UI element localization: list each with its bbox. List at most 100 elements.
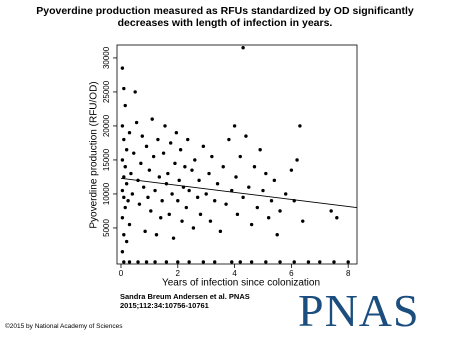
citation: Sandra Breum Andersen et al. PNAS 2015;1…: [120, 292, 250, 310]
point: [232, 124, 237, 128]
point: [238, 260, 242, 264]
point: [127, 260, 132, 264]
point: [166, 171, 170, 176]
point: [235, 212, 240, 217]
point: [234, 175, 238, 179]
point: [164, 260, 169, 264]
point: [255, 205, 260, 210]
point: [215, 182, 220, 186]
point: [252, 165, 257, 169]
point: [146, 195, 150, 200]
point: [207, 171, 211, 176]
point: [177, 178, 181, 183]
point: [167, 212, 171, 217]
point: [278, 209, 282, 213]
point: [134, 120, 139, 125]
point: [122, 175, 126, 179]
point: [183, 165, 187, 169]
point: [213, 199, 217, 203]
point: [133, 90, 137, 94]
point: [120, 158, 125, 162]
point: [144, 144, 149, 149]
chart-title: Pyoverdine production measured as RFUs s…: [36, 5, 414, 29]
point: [161, 151, 166, 155]
point: [140, 134, 144, 138]
point: [171, 236, 176, 240]
point: [238, 154, 242, 159]
point: [298, 124, 302, 128]
point: [176, 199, 180, 203]
point: [295, 158, 299, 162]
point: [329, 209, 333, 213]
point: [269, 199, 274, 203]
point: [173, 161, 177, 166]
point: [198, 212, 203, 217]
point: [154, 233, 159, 237]
point: [159, 216, 163, 220]
point: [137, 202, 142, 206]
point: [332, 260, 336, 264]
point: [120, 66, 125, 70]
point: [289, 168, 294, 172]
y-tick-label: 15000: [102, 148, 111, 171]
point: [249, 260, 254, 264]
point: [201, 144, 206, 149]
point: [241, 46, 245, 50]
y-tick-label: 10000: [102, 182, 111, 205]
point: [168, 141, 173, 145]
point: [122, 195, 126, 200]
point: [123, 205, 127, 210]
point: [160, 199, 164, 203]
x-tick-label: 4: [232, 269, 237, 278]
point: [153, 188, 157, 193]
y-tick-label: 5000: [102, 219, 111, 237]
point: [275, 233, 279, 237]
chart: Years of infection since colonization Py…: [89, 44, 358, 289]
point: [141, 185, 146, 189]
point: [122, 260, 126, 264]
point: [151, 154, 156, 159]
x-tick-label: 0: [119, 269, 124, 278]
point: [292, 260, 296, 264]
point: [261, 188, 265, 193]
point: [124, 148, 129, 152]
logo: PNAS: [298, 285, 420, 336]
trend-line: [120, 177, 357, 208]
point: [278, 260, 282, 264]
point: [156, 137, 160, 142]
point: [195, 195, 200, 200]
point: [247, 185, 251, 189]
point: [122, 86, 126, 91]
point: [272, 178, 277, 183]
point: [186, 137, 190, 142]
point: [129, 171, 133, 176]
point: [180, 219, 184, 223]
point: [147, 168, 152, 172]
point: [149, 209, 153, 213]
point: [210, 154, 214, 159]
y-tick-label: 25000: [102, 80, 111, 103]
point: [249, 222, 254, 227]
point: [120, 124, 125, 128]
copyright: ©2015 by National Academy of Sciences: [5, 323, 123, 330]
point: [244, 134, 248, 138]
x-tick-label: 2: [176, 269, 181, 278]
point: [264, 171, 268, 176]
point: [284, 192, 288, 196]
point: [136, 260, 140, 264]
point: [187, 188, 191, 193]
point: [218, 229, 223, 234]
point: [127, 131, 132, 135]
point: [120, 216, 125, 220]
point: [174, 131, 179, 135]
point: [144, 260, 149, 264]
y-tick-label: 20000: [102, 114, 111, 137]
point: [191, 226, 196, 230]
point: [124, 239, 129, 244]
point: [224, 202, 228, 206]
point: [122, 233, 126, 237]
point: [176, 260, 180, 264]
point: [124, 182, 129, 186]
point: [335, 216, 339, 220]
